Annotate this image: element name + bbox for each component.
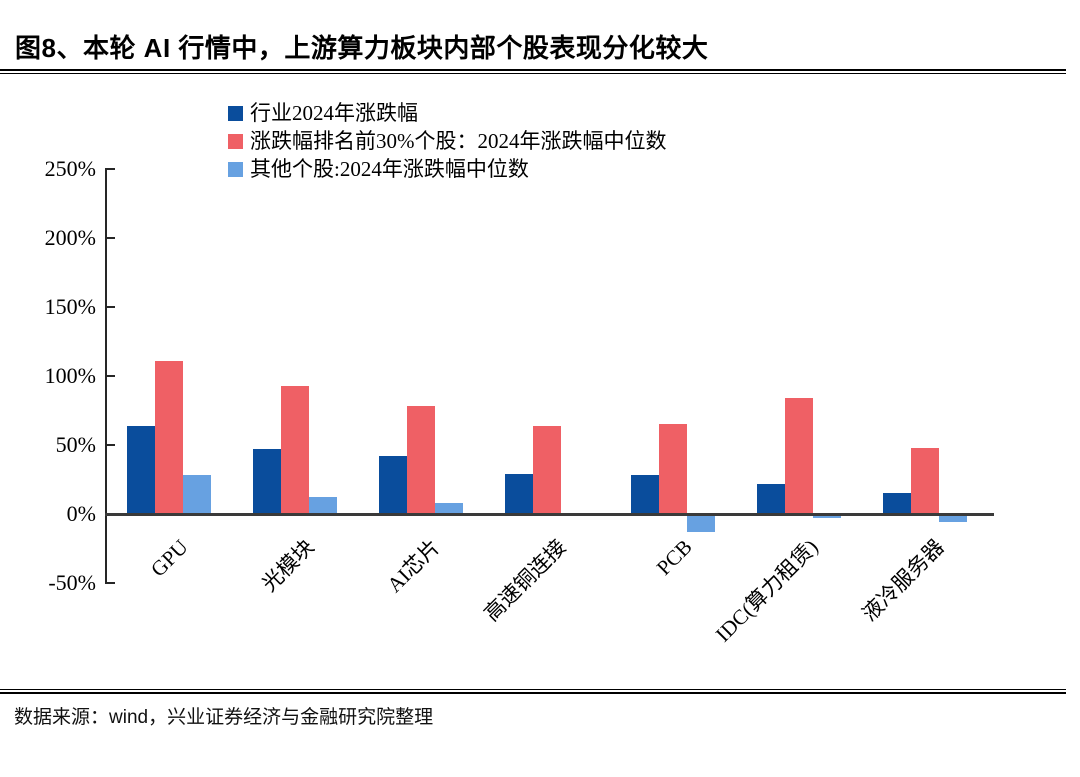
y-axis-tick [105,582,115,584]
bar-series0-GPU [127,425,155,514]
legend-swatch-icon [228,105,243,121]
data-source-note: 数据来源：wind，兴业证券经济与金融研究院整理 [14,707,434,728]
bar-series0-PCB [631,475,659,514]
footer-divider-thin-line [0,689,1066,690]
category-label: PCB [651,534,697,580]
y-axis-tick [105,375,115,377]
y-axis-tick-label: 100% [44,363,96,388]
title-divider-thick-line [0,69,1066,71]
bar-series0-光模块 [253,449,281,514]
bar-series0-AI芯片 [379,456,407,514]
y-axis-tick-label: 50% [55,432,96,457]
title-divider-thin-line [0,73,1066,74]
bar-series2-AI芯片 [435,502,463,514]
bar-series2-IDC(算力租赁) [813,515,841,518]
title-divider [0,69,1066,74]
category-label: 液冷服务器 [857,534,949,626]
footer-divider [0,689,1066,694]
bar-series2-PCB [687,515,715,532]
x-axis-zero-line [105,513,994,516]
y-axis-tick-label: 250% [44,156,96,181]
y-axis-tick [105,237,115,239]
legend-label: 行业2024年涨跌幅 [250,101,418,125]
y-axis-tick [105,444,115,446]
y-axis-tick-label: 0% [66,501,96,526]
category-label: IDC(算力租赁) [710,534,823,647]
y-axis-tick-label: 200% [44,225,96,250]
bar-series1-液冷服务器 [911,447,939,514]
legend-item-0: 行业2024年涨跌幅 [228,99,667,127]
page-title: 图8、本轮 AI 行情中，上游算力板块内部个股表现分化较大 [15,33,709,63]
legend-label: 其他个股:2024年涨跌幅中位数 [250,157,529,181]
bar-series0-IDC(算力租赁) [757,483,785,514]
legend-item-2: 其他个股:2024年涨跌幅中位数 [228,155,667,183]
bar-series1-光模块 [281,385,309,514]
footer-divider-thick-line [0,692,1066,694]
bar-series1-PCB [659,424,687,514]
y-axis-tick [105,168,115,170]
y-axis-tick-label: 150% [44,294,96,319]
bar-series0-高速铜连接 [505,473,533,514]
chart-legend: 行业2024年涨跌幅涨跌幅排名前30%个股：2024年涨跌幅中位数 其他个股:20… [228,99,667,183]
legend-swatch-icon [228,161,243,177]
bar-series2-GPU [183,475,211,514]
bar-series0-液冷服务器 [883,493,911,514]
bar-series1-IDC(算力租赁) [785,398,813,514]
bar-series1-高速铜连接 [533,425,561,514]
y-axis-tick [105,306,115,308]
bar-series2-光模块 [309,497,337,514]
legend-swatch-icon [228,133,243,149]
legend-label: 涨跌幅排名前30%个股：2024年涨跌幅中位数 [250,129,667,153]
bar-series1-GPU [155,360,183,514]
bar-series1-AI芯片 [407,406,435,514]
legend-item-1: 涨跌幅排名前30%个股：2024年涨跌幅中位数 [228,127,667,155]
bar-series2-液冷服务器 [939,515,967,522]
y-axis-tick-label: -50% [48,570,96,595]
